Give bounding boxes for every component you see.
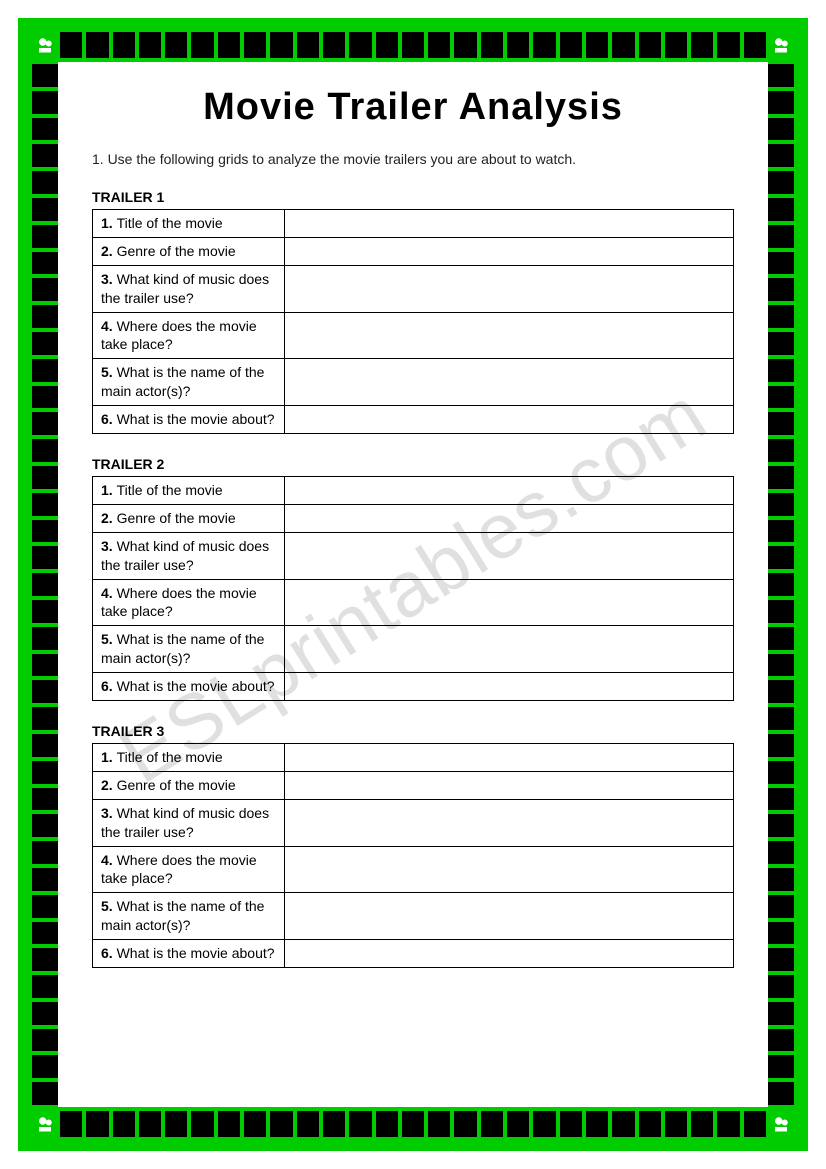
film-strip-left <box>32 62 58 1107</box>
answer-cell[interactable] <box>285 210 734 238</box>
answer-cell[interactable] <box>285 237 734 265</box>
table-row: 6. What is the movie about? <box>93 940 734 968</box>
answer-cell[interactable] <box>285 940 734 968</box>
answer-cell[interactable] <box>285 626 734 673</box>
film-strip-top <box>58 32 768 58</box>
table-row: 5. What is the name of the main actor(s)… <box>93 626 734 673</box>
answer-cell[interactable] <box>285 312 734 359</box>
worksheet-page: ESLprintables.com Movie Trailer Analysis… <box>58 62 768 1107</box>
film-strip-bottom <box>58 1111 768 1137</box>
table-row: 3. What kind of music does the trailer u… <box>93 532 734 579</box>
question-cell: 2. Genre of the movie <box>93 237 285 265</box>
table-row: 1. Title of the movie <box>93 744 734 772</box>
answer-cell[interactable] <box>285 504 734 532</box>
table-row: 5. What is the name of the main actor(s)… <box>93 893 734 940</box>
question-cell: 4. Where does the movie take place? <box>93 312 285 359</box>
question-cell: 1. Title of the movie <box>93 477 285 505</box>
question-cell: 5. What is the name of the main actor(s)… <box>93 359 285 406</box>
question-cell: 1. Title of the movie <box>93 744 285 772</box>
question-cell: 6. What is the movie about? <box>93 673 285 701</box>
table-row: 6. What is the movie about? <box>93 673 734 701</box>
question-cell: 3. What kind of music does the trailer u… <box>93 799 285 846</box>
trailer-label: TRAILER 1 <box>92 189 734 205</box>
question-cell: 3. What kind of music does the trailer u… <box>93 265 285 312</box>
answer-cell[interactable] <box>285 532 734 579</box>
trailer-grid: 1. Title of the movie 2. Genre of the mo… <box>92 743 734 968</box>
camera-icon-top-right <box>770 34 792 56</box>
answer-cell[interactable] <box>285 579 734 626</box>
trailer-grid: 1. Title of the movie 2. Genre of the mo… <box>92 209 734 434</box>
question-cell: 5. What is the name of the main actor(s)… <box>93 626 285 673</box>
trailer-grid: 1. Title of the movie 2. Genre of the mo… <box>92 476 734 701</box>
answer-cell[interactable] <box>285 359 734 406</box>
table-row: 2. Genre of the movie <box>93 504 734 532</box>
table-row: 2. Genre of the movie <box>93 237 734 265</box>
table-row: 4. Where does the movie take place? <box>93 846 734 893</box>
table-row: 4. Where does the movie take place? <box>93 312 734 359</box>
table-row: 3. What kind of music does the trailer u… <box>93 265 734 312</box>
question-cell: 6. What is the movie about? <box>93 406 285 434</box>
table-row: 6. What is the movie about? <box>93 406 734 434</box>
camera-icon-bottom-right <box>770 1113 792 1135</box>
trailer-label: TRAILER 2 <box>92 456 734 472</box>
answer-cell[interactable] <box>285 406 734 434</box>
answer-cell[interactable] <box>285 673 734 701</box>
table-row: 3. What kind of music does the trailer u… <box>93 799 734 846</box>
question-cell: 4. Where does the movie take place? <box>93 579 285 626</box>
answer-cell[interactable] <box>285 477 734 505</box>
answer-cell[interactable] <box>285 799 734 846</box>
page-title: Movie Trailer Analysis <box>92 86 734 129</box>
question-cell: 1. Title of the movie <box>93 210 285 238</box>
table-row: 2. Genre of the movie <box>93 771 734 799</box>
camera-icon-top-left <box>34 34 56 56</box>
answer-cell[interactable] <box>285 846 734 893</box>
table-row: 1. Title of the movie <box>93 477 734 505</box>
question-cell: 2. Genre of the movie <box>93 504 285 532</box>
table-row: 5. What is the name of the main actor(s)… <box>93 359 734 406</box>
trailer-label: TRAILER 3 <box>92 723 734 739</box>
answer-cell[interactable] <box>285 771 734 799</box>
table-row: 4. Where does the movie take place? <box>93 579 734 626</box>
answer-cell[interactable] <box>285 265 734 312</box>
answer-cell[interactable] <box>285 893 734 940</box>
instruction-text: 1. Use the following grids to analyze th… <box>92 151 734 167</box>
trailers-container: TRAILER 1 1. Title of the movie 2. Genre … <box>92 189 734 968</box>
question-cell: 2. Genre of the movie <box>93 771 285 799</box>
camera-icon-bottom-left <box>34 1113 56 1135</box>
table-row: 1. Title of the movie <box>93 210 734 238</box>
question-cell: 3. What kind of music does the trailer u… <box>93 532 285 579</box>
question-cell: 6. What is the movie about? <box>93 940 285 968</box>
answer-cell[interactable] <box>285 744 734 772</box>
question-cell: 5. What is the name of the main actor(s)… <box>93 893 285 940</box>
document-border: ESLprintables.com Movie Trailer Analysis… <box>18 18 808 1151</box>
film-strip-right <box>768 62 794 1107</box>
question-cell: 4. Where does the movie take place? <box>93 846 285 893</box>
